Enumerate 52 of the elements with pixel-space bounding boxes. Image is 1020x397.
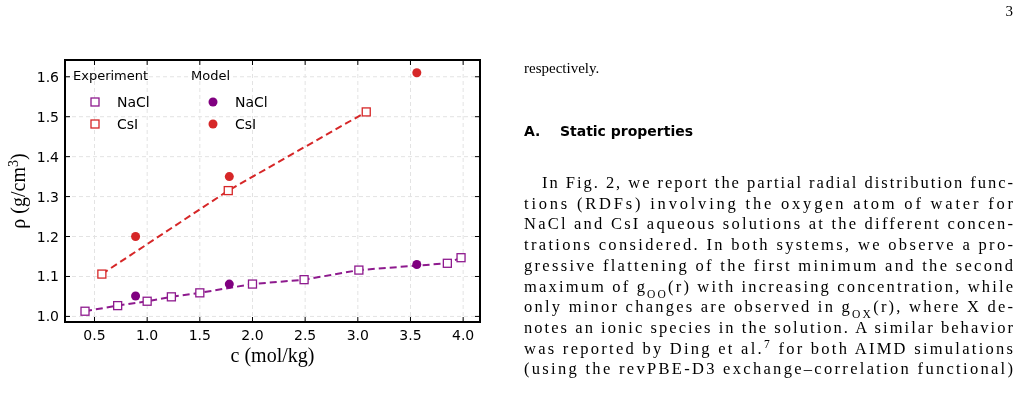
point xyxy=(131,291,141,301)
text: In Fig. 2, we report the partial radial distribution func- xyxy=(542,173,1013,192)
text: NaCl and CsI aqueous solutions at the different concen- xyxy=(524,214,1013,234)
text: A. Static properties xyxy=(524,123,694,139)
x-tick-label: 2.5 xyxy=(294,327,317,343)
x-tick-label: 2.0 xyxy=(241,327,264,343)
text: (using the revPBE-D3 exchange–correlation functional) xyxy=(524,359,1013,379)
point xyxy=(80,306,90,316)
point xyxy=(113,300,123,311)
y-tick-label: 1.6 xyxy=(36,68,60,85)
point xyxy=(299,275,309,285)
y-tick-label: 1.0 xyxy=(36,308,59,325)
point xyxy=(361,107,371,117)
x-tick-label: 0.5 xyxy=(83,327,106,343)
legend-label: CsI xyxy=(117,116,139,132)
point xyxy=(224,172,234,182)
point xyxy=(456,253,466,263)
point xyxy=(223,185,233,196)
legend-label: NaCl xyxy=(235,94,268,110)
x-axis-title: c (mol/kg) xyxy=(230,344,315,367)
x-tick-label: 4.0 xyxy=(452,327,475,343)
text: gressive flattening of the first minimum and the second xyxy=(524,255,1014,275)
point xyxy=(195,288,205,298)
legend-label: CsI xyxy=(235,116,257,132)
y-tick-label: 1.5 xyxy=(36,108,59,125)
y-tick-label: 1.2 xyxy=(36,228,59,245)
point xyxy=(97,269,107,279)
text: was reported by Ding et al.$^{7}$ for both AIMD simulations xyxy=(524,337,1013,358)
point xyxy=(131,232,141,242)
x-tick-label: 1.5 xyxy=(188,327,211,343)
x-tick-label: 3.5 xyxy=(399,327,422,343)
point xyxy=(412,68,422,78)
text: respectively. xyxy=(524,60,600,76)
y-tick-label: 1.3 xyxy=(36,188,59,205)
point xyxy=(142,296,152,306)
text: 3 xyxy=(1005,3,1013,19)
x-tick-label: 1.0 xyxy=(136,327,159,343)
text: maximum of g$_{OO}$(r) with increasing concentration, while xyxy=(524,276,1013,300)
point xyxy=(412,259,422,269)
point xyxy=(166,292,177,302)
point xyxy=(442,258,452,268)
point xyxy=(247,279,258,289)
annotation: Experiment xyxy=(73,68,149,83)
text: trations considered. In both systems, we observe a pro- xyxy=(524,235,1013,255)
text: tions (RDFs) involving the oxygen atom of water for xyxy=(524,193,1014,213)
legend-label: NaCl xyxy=(117,94,150,110)
x-tick-label: 3.0 xyxy=(346,327,369,343)
point xyxy=(224,279,234,289)
y-tick-label: 1.1 xyxy=(36,268,59,285)
point xyxy=(354,265,364,275)
y-tick-label: 1.4 xyxy=(36,148,60,165)
annotation: Model xyxy=(191,68,231,83)
